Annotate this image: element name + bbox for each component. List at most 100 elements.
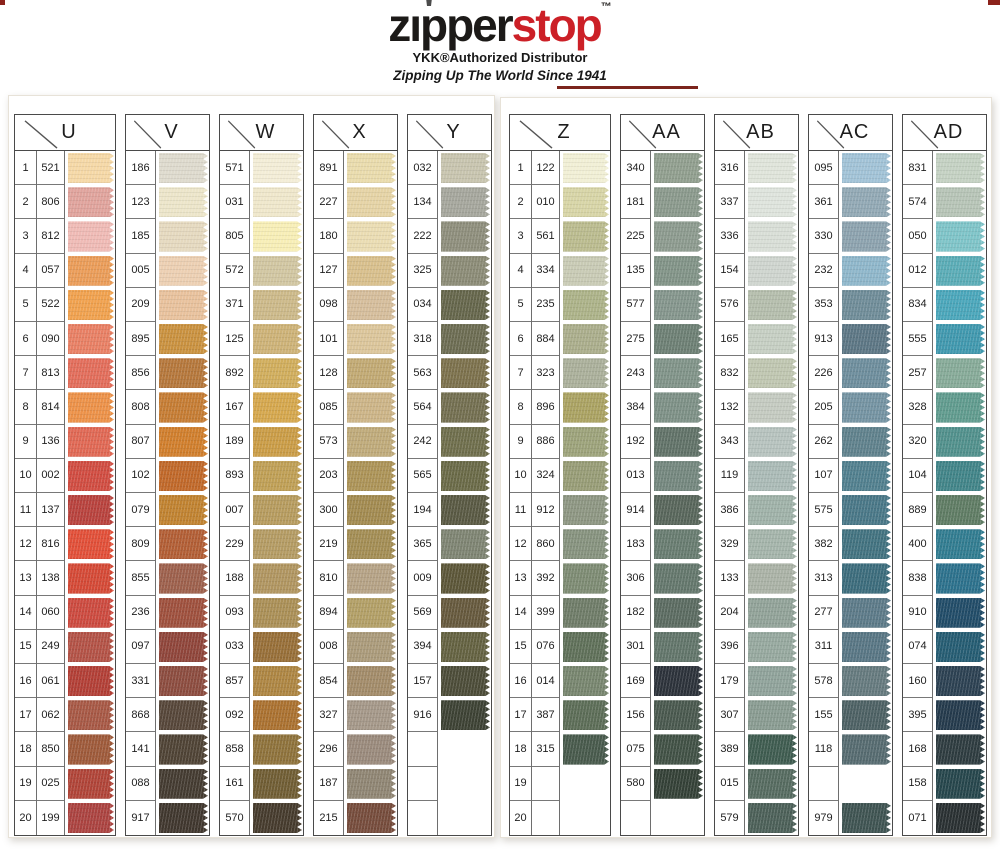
color-code: 226 <box>809 356 838 391</box>
row-number: 8 <box>15 390 36 425</box>
swatch-slot <box>652 493 703 527</box>
zipper-tape-swatch-032 <box>441 153 490 184</box>
swatch-slot <box>934 254 985 288</box>
color-code: 249 <box>37 630 64 664</box>
zipper-tape-swatch-222 <box>441 221 490 252</box>
color-code: 574 <box>903 185 932 220</box>
color-code: 400 <box>903 527 932 562</box>
color-code-column: 186 123 185 005 209 895 856 808 807 102 079 809 855 2… <box>126 151 156 835</box>
column-header-U: U <box>15 115 115 151</box>
color-code: 194 <box>408 493 437 528</box>
swatch-slot <box>652 664 703 698</box>
column-letter: V <box>164 121 179 143</box>
color-code: 182 <box>621 596 650 630</box>
swatch-slot <box>251 288 302 322</box>
swatch-slot <box>66 288 114 322</box>
zipper-tape-swatch-300 <box>347 495 396 526</box>
swatch-slot <box>439 254 490 288</box>
color-code: 135 <box>621 254 650 288</box>
color-code: 183 <box>621 527 650 562</box>
swatch-slot <box>251 732 302 766</box>
color-code: 384 <box>621 390 650 425</box>
color-column-AC: AC 095 361 330 232 353 913 226 205 262 107 575 382 31… <box>808 114 893 836</box>
zipper-tape-swatch-296 <box>347 734 396 765</box>
zipper-tape-swatch-010 <box>563 187 609 218</box>
color-code: 031 <box>220 185 249 220</box>
color-code: 579 <box>720 811 739 824</box>
row-number: 12 <box>15 527 36 562</box>
zipper-tape-swatch-343 <box>748 426 797 457</box>
swatch-slot <box>66 356 114 390</box>
zipper-tape-swatch-101 <box>347 324 396 355</box>
swatch-slot <box>251 356 302 390</box>
zipper-tape-swatch-186 <box>159 153 208 184</box>
color-code: 013 <box>621 459 650 493</box>
color-code: 892 <box>220 356 249 391</box>
color-code <box>408 767 437 801</box>
color-code: 122 <box>532 151 559 186</box>
swatch-slot <box>251 459 302 493</box>
swatch-column <box>745 151 798 835</box>
color-code: 912 <box>532 493 559 528</box>
header-diagonal-line <box>816 120 845 149</box>
color-code: 331 <box>126 664 155 699</box>
swatch-slot <box>840 390 891 424</box>
color-code: 133 <box>715 561 744 596</box>
color-code-column: 122 010 561 334 235 884 323 896 886 324 912 860 392 3… <box>532 151 560 835</box>
swatch-slot <box>934 767 985 801</box>
zipper-tape-swatch-399 <box>563 597 609 628</box>
column-body: 831 574 050 012 834 555 257 328 320 104 889 400 838 9… <box>903 151 986 835</box>
color-code: 917 <box>131 811 150 824</box>
color-code: 371 <box>220 288 249 322</box>
color-code: 832 <box>715 356 744 391</box>
color-code: 204 <box>715 596 744 630</box>
color-code: 033 <box>220 630 249 664</box>
swatch-slot <box>439 664 490 698</box>
zipper-tape-swatch-182 <box>654 597 703 628</box>
swatch-slot <box>251 698 302 732</box>
color-code: 095 <box>809 151 838 186</box>
column-letter: AA <box>652 121 681 143</box>
color-code: 102 <box>126 459 155 493</box>
swatch-slot <box>251 151 302 185</box>
zipper-tape-swatch-225 <box>654 221 703 252</box>
swatch-slot <box>840 664 891 698</box>
zipper-tape-swatch-060 <box>68 597 114 628</box>
swatch-slot <box>157 732 208 766</box>
zipper-tape-swatch-050 <box>936 221 985 252</box>
color-code: 009 <box>408 561 437 596</box>
color-code: 334 <box>532 254 559 288</box>
swatch-slot <box>652 185 703 219</box>
zipper-tape-swatch-180 <box>347 221 396 252</box>
color-code: 340 <box>621 151 650 186</box>
color-code <box>532 801 559 835</box>
zipper-tape-swatch-185 <box>159 221 208 252</box>
zipper-tape-swatch-323 <box>563 358 609 389</box>
color-code: 894 <box>314 596 343 630</box>
zipper-tape-swatch-257 <box>936 358 985 389</box>
swatch-slot <box>157 596 208 630</box>
color-code <box>621 801 650 835</box>
row-number: 8 <box>510 390 531 425</box>
color-code <box>809 767 838 801</box>
zipper-tape-swatch-119 <box>748 460 797 491</box>
zipper-tape-swatch-395 <box>936 700 985 731</box>
color-code: 088 <box>126 767 155 801</box>
color-code: 128 <box>314 356 343 391</box>
row-number: 15 <box>15 630 36 664</box>
color-code: 075 <box>621 732 650 767</box>
color-code: 910 <box>903 596 932 630</box>
row-number: 2 <box>15 185 36 220</box>
swatch-slot <box>746 356 797 390</box>
zipper-tape-swatch-179 <box>748 666 797 697</box>
zipper-tape-swatch-580 <box>654 768 703 799</box>
zipper-tape-swatch-916 <box>441 700 490 731</box>
zipper-tape-swatch-227 <box>347 187 396 218</box>
zipper-tape-swatch-034 <box>441 289 490 320</box>
zipper-tape-swatch-392 <box>563 563 609 594</box>
logo-trademark: ™ <box>600 1 612 13</box>
brand-tagline: Zipping Up The World Since 1941 <box>393 68 607 83</box>
row-number: 7 <box>510 356 531 391</box>
zipper-tape-swatch-838 <box>936 563 985 594</box>
color-code: 816 <box>37 527 64 562</box>
